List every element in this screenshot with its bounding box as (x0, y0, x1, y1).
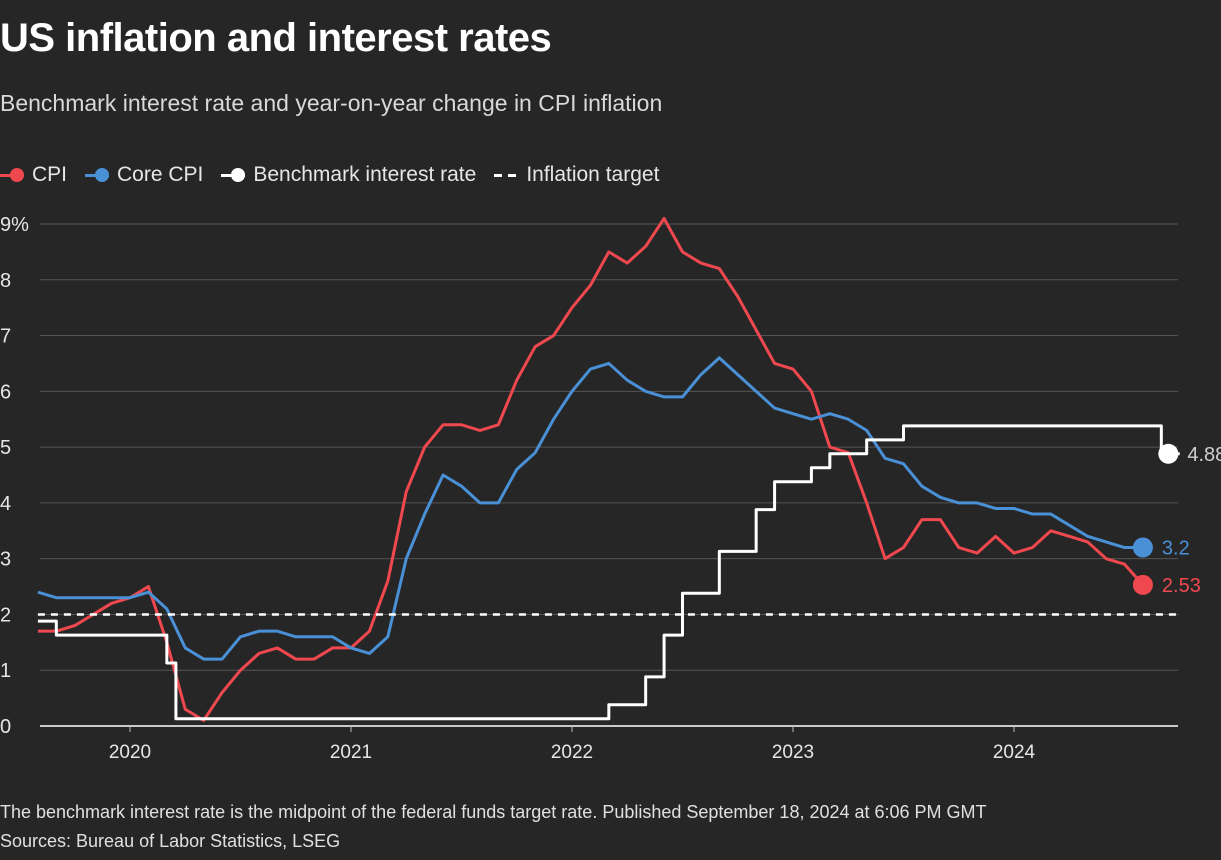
x-tick-label: 2022 (551, 742, 593, 763)
y-tick-label: 8 (0, 270, 11, 292)
legend-item-inflation-target: Inflation target (494, 163, 659, 187)
line-chart: 0 1 2 3 4 5 6 7 8 9% 2020 2021 2022 2023 2024 2.53 3.2 4.… (0, 214, 1221, 763)
legend-label-inflation-target: Inflation target (526, 163, 660, 186)
x-tick-label: 2020 (109, 742, 151, 763)
footer-sources: Sources: Bureau of Labor Statistics, LSE… (0, 831, 341, 851)
y-tick-label: 9% (0, 214, 29, 236)
series-end-label-cpi: 2.53 (1162, 575, 1201, 597)
legend-swatch-inflation-target (494, 168, 519, 182)
chart-title: US inflation and interest rates (0, 16, 552, 60)
series-end-label-core-cpi: 3.2 (1162, 538, 1190, 560)
footer-note: The benchmark interest rate is the midpo… (0, 802, 987, 822)
legend-item-core-cpi: Core CPI (85, 163, 203, 187)
chart-subtitle: Benchmark interest rate and year-on-year… (0, 90, 663, 116)
series-end-dot-benchmark-interest-rate (1158, 443, 1179, 464)
legend-swatch-core-cpi (85, 168, 110, 182)
y-tick-label: 0 (0, 716, 11, 738)
x-tick-label: 2021 (330, 742, 372, 763)
y-tick-label: 3 (0, 549, 11, 571)
legend-swatch-benchmark-rate (221, 168, 246, 182)
legend-dot (10, 168, 24, 182)
legend-label-core-cpi: Core CPI (117, 163, 204, 186)
series-end-label-benchmark-interest-rate: 4.88 (1187, 444, 1221, 466)
y-tick-label: 6 (0, 381, 11, 403)
y-tick-label: 2 (0, 604, 11, 626)
legend-label-cpi: CPI (32, 163, 68, 186)
series-line-benchmark-interest-rate (37, 424, 1180, 721)
legend-dot (231, 168, 246, 182)
legend-item-cpi: CPI (0, 163, 67, 187)
y-tick-label: 7 (0, 326, 11, 348)
x-tick-label: 2023 (772, 742, 814, 763)
legend: CPI Core CPI Benchmark interest rate Inf… (0, 160, 659, 190)
y-tick-label: 5 (0, 437, 11, 459)
legend-dot (95, 168, 110, 182)
y-tick-label: 1 (0, 660, 11, 682)
series-line-core-cpi (37, 356, 1143, 661)
series-end-dot-core-cpi (1132, 537, 1153, 558)
x-tick-label: 2024 (993, 742, 1036, 763)
legend-label-benchmark-rate: Benchmark interest rate (253, 163, 477, 186)
legend-dashed-line (494, 174, 519, 177)
series-line-cpi (37, 216, 1145, 722)
legend-swatch-cpi (0, 168, 24, 182)
legend-item-benchmark-rate: Benchmark interest rate (221, 163, 476, 187)
series-end-dot-cpi (1132, 574, 1153, 595)
y-tick-label: 4 (0, 493, 11, 515)
